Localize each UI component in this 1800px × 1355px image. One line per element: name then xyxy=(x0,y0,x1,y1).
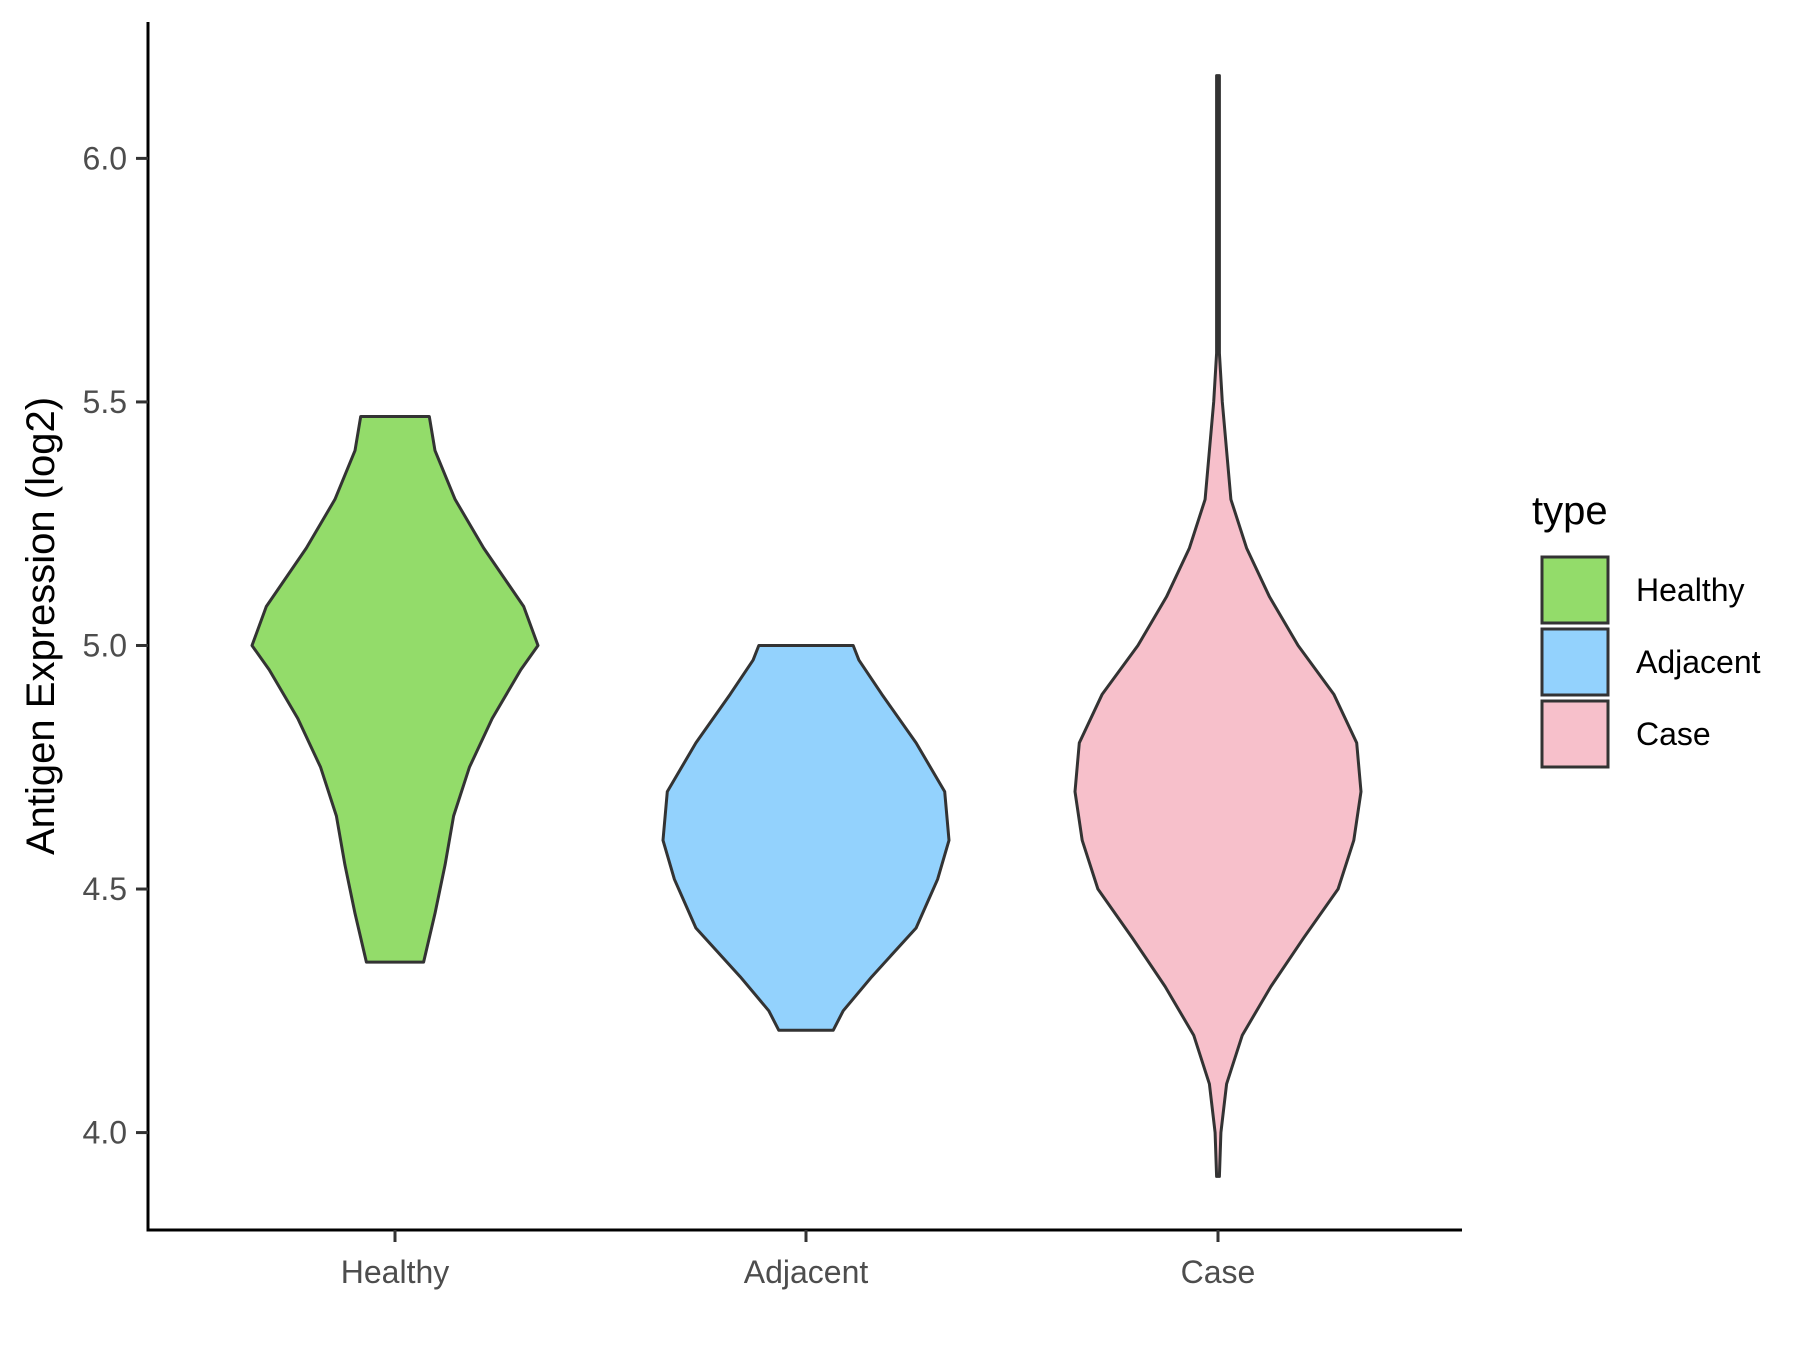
violin-group xyxy=(250,74,1363,1178)
legend-title: type xyxy=(1532,489,1608,533)
y-tick-label: 5.0 xyxy=(83,627,127,663)
x-tick-label: Adjacent xyxy=(744,1254,869,1290)
legend-label-healthy: Healthy xyxy=(1636,572,1745,608)
legend-key-healthy xyxy=(1540,555,1610,625)
legend-key-adjacent xyxy=(1540,627,1610,697)
y-tick-label: 5.5 xyxy=(83,384,127,420)
violin-adjacent xyxy=(661,644,951,1032)
legend-label-case: Case xyxy=(1636,716,1711,752)
x-tick-label: Healthy xyxy=(341,1254,450,1290)
legend-label-adjacent: Adjacent xyxy=(1636,644,1761,680)
legend-key-case xyxy=(1540,699,1610,769)
legend-items: Healthy Adjacent Case xyxy=(1540,555,1761,769)
y-ticks: 4.0 4.5 5.0 5.5 6.0 xyxy=(83,140,148,1151)
legend: type Healthy Adjacent Case xyxy=(1532,489,1761,769)
y-tick-label: 4.0 xyxy=(83,1115,127,1151)
violin-case xyxy=(1073,74,1363,1178)
x-ticks: Healthy Adjacent Case xyxy=(341,1230,1256,1290)
y-tick-label: 4.5 xyxy=(83,871,127,907)
y-axis-title: Antigen Expression (log2) xyxy=(19,397,63,855)
y-tick-label: 6.0 xyxy=(83,140,127,176)
x-tick-label: Case xyxy=(1181,1254,1256,1290)
violin-healthy xyxy=(250,415,540,964)
